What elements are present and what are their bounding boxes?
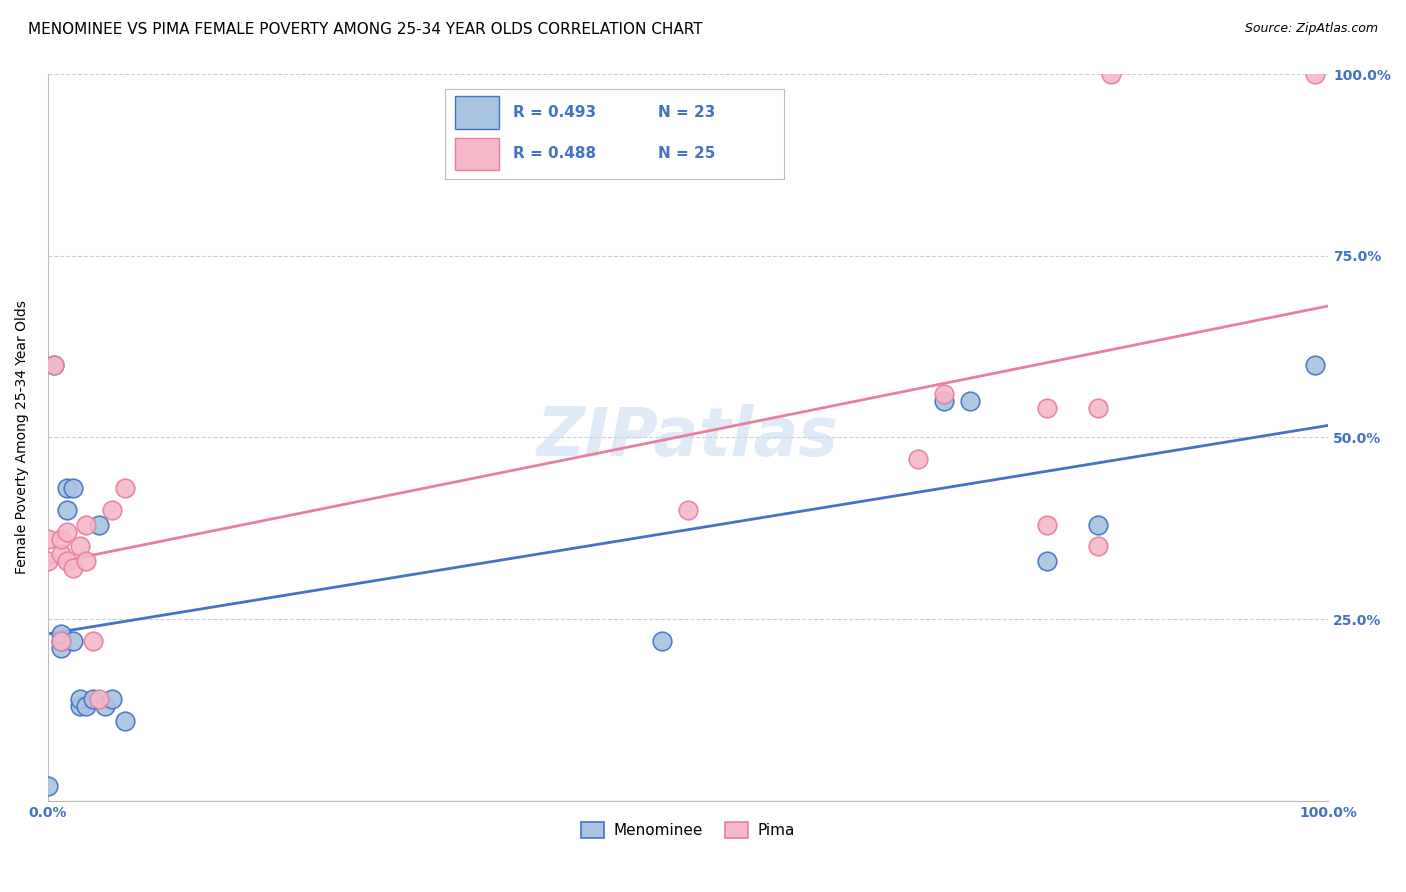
Point [69, 692, 91, 706]
Point [69, 699, 91, 714]
Point [907, 452, 929, 467]
Point [44, 358, 66, 372]
Point [56, 481, 79, 495]
Point [49, 532, 72, 546]
Point [37, 554, 59, 568]
Point [100, 692, 122, 706]
Point [87, 517, 110, 532]
Point [651, 634, 673, 648]
Point [1087, 517, 1109, 532]
Point [1087, 540, 1109, 554]
Point [37, 780, 59, 794]
Point [932, 387, 955, 401]
Point [37, 532, 59, 546]
Point [75, 699, 97, 714]
Point [932, 394, 955, 409]
Point [44, 358, 66, 372]
Point [62, 634, 84, 648]
Point [87, 692, 110, 706]
Point [1035, 554, 1057, 568]
Point [75, 554, 97, 568]
Point [49, 634, 72, 648]
Point [82, 634, 104, 648]
Text: MENOMINEE VS PIMA FEMALE POVERTY AMONG 25-34 YEAR OLDS CORRELATION CHART: MENOMINEE VS PIMA FEMALE POVERTY AMONG 2… [28, 22, 703, 37]
Legend: Menominee, Pima: Menominee, Pima [575, 816, 801, 844]
Point [1099, 67, 1122, 81]
Point [1087, 401, 1109, 416]
Point [1035, 517, 1057, 532]
Point [100, 503, 122, 517]
Point [56, 503, 79, 517]
Point [49, 626, 72, 640]
Point [1035, 401, 1057, 416]
Point [49, 641, 72, 656]
Point [959, 394, 981, 409]
Point [114, 714, 136, 728]
Point [1305, 358, 1327, 372]
Point [56, 524, 79, 539]
Point [56, 554, 79, 568]
Point [82, 692, 104, 706]
Text: ZIPatlas: ZIPatlas [537, 404, 839, 470]
Point [62, 561, 84, 575]
Point [75, 517, 97, 532]
Point [1305, 67, 1327, 81]
Y-axis label: Female Poverty Among 25-34 Year Olds: Female Poverty Among 25-34 Year Olds [15, 301, 30, 574]
Point [676, 503, 699, 517]
Point [62, 481, 84, 495]
Point [69, 540, 91, 554]
Point [49, 634, 72, 648]
Text: Source: ZipAtlas.com: Source: ZipAtlas.com [1244, 22, 1378, 36]
Point [114, 481, 136, 495]
Point [49, 547, 72, 561]
Point [94, 699, 117, 714]
